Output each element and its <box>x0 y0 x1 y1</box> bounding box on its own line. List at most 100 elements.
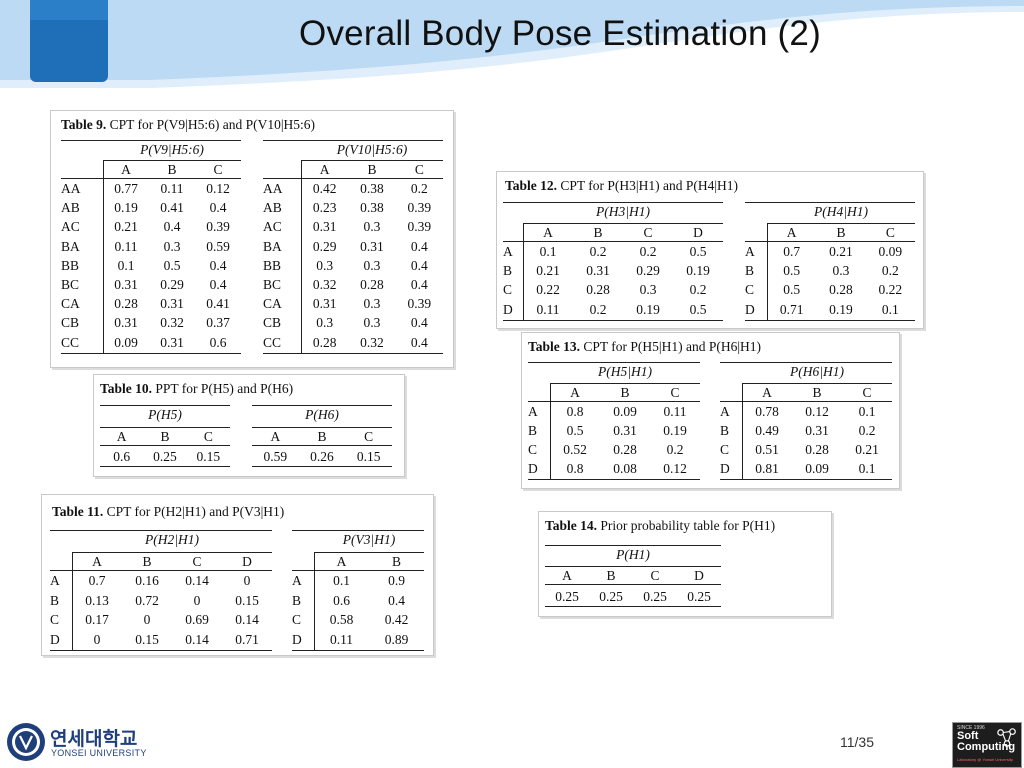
header-underline <box>767 223 915 224</box>
table-cell: 0.4 <box>410 334 428 350</box>
row-key: BC <box>61 277 80 292</box>
row-key: CB <box>61 315 80 331</box>
table-cell: 0.71 <box>235 631 259 647</box>
row-key: D <box>528 461 538 476</box>
table-cell: 0.39 <box>407 219 432 235</box>
header-underline <box>742 383 892 384</box>
table-cell: 0.2 <box>858 423 876 438</box>
table-cell: 0.81 <box>755 461 779 476</box>
table-cell: 0.19 <box>114 200 138 216</box>
header-underline <box>100 427 230 428</box>
lab-logo-name: Soft Computing <box>957 731 1015 753</box>
table-cell: 0.4 <box>410 238 428 254</box>
table-cell: 0.25 <box>153 449 177 464</box>
column-label: D <box>693 225 703 240</box>
table-caption: Table 9. CPT for P(V9|H5:6) and P(V10|H5… <box>61 117 315 133</box>
table-caption-label: Table 10. <box>100 381 153 396</box>
table-14: Table 14. Prior probability table for P(… <box>538 511 832 617</box>
column-label: A <box>121 162 131 177</box>
subtable-header: P(H5|H1) <box>598 364 652 379</box>
table-cell: 0.4 <box>163 219 181 235</box>
bottom-rule <box>61 352 241 354</box>
table-12: Table 12. CPT for P(H3|H1) and P(H4|H1) P… <box>496 171 924 329</box>
row-key: BB <box>263 257 282 273</box>
university-name-korean: 연세대학교 <box>50 728 138 750</box>
table-cell: 0.2 <box>689 282 707 298</box>
row-key: A <box>745 244 755 259</box>
column-label: B <box>812 385 822 400</box>
table-cell: 0 <box>143 612 151 627</box>
soft-computing-lab-logo: SINCE 1996 Soft Computing Laboratory @ Y… <box>952 722 1022 768</box>
table-cell: 0.51 <box>755 442 779 457</box>
key-separator <box>523 223 524 320</box>
table-cell: 0.5 <box>566 423 584 438</box>
table-cell: 0.6 <box>113 449 131 464</box>
top-rule <box>528 362 700 363</box>
column-label: B <box>620 385 630 400</box>
table-cell: 0.2 <box>410 181 428 196</box>
column-label: C <box>213 162 223 177</box>
table-cell: 0.5 <box>783 282 801 298</box>
column-label: C <box>192 554 202 569</box>
column-label: B <box>836 225 846 240</box>
table-cell: 0.42 <box>312 181 337 196</box>
table-cell: 0.25 <box>599 589 623 604</box>
table-cell: 0.6 <box>209 334 227 350</box>
table-cell: 0.7 <box>783 244 801 259</box>
table-cell: 0.28 <box>829 282 853 298</box>
table-caption: Table 14. Prior probability table for P(… <box>545 518 775 534</box>
table-cell: 0.13 <box>85 592 109 608</box>
table-cell: 0.29 <box>312 238 337 254</box>
subtable-right: P(V3|H1) A B A 0.1 0.9 B 0.6 0.4 C 0.58 0.42 D 0.11 0.… <box>292 495 424 655</box>
bottom-rule <box>720 479 892 480</box>
table-cell: 0.28 <box>805 442 829 457</box>
table-cell: 0.31 <box>360 238 384 254</box>
table-cell: 0.5 <box>783 263 801 279</box>
top-rule <box>745 202 915 203</box>
table-cell: 0.28 <box>586 282 610 298</box>
column-label: B <box>317 429 327 444</box>
top-rule <box>720 362 892 363</box>
row-key: B <box>528 423 538 438</box>
table-cell: 0.69 <box>185 612 209 627</box>
subtable-header: P(V9|H5:6) <box>140 142 204 157</box>
page-number: 11/35 <box>840 734 874 750</box>
column-label: B <box>391 554 401 569</box>
column-label: A <box>270 429 281 444</box>
table-cell: 0.2 <box>589 244 607 259</box>
column-label: C <box>203 429 213 444</box>
bottom-rule <box>50 650 272 651</box>
table-cell: 0.3 <box>316 257 334 273</box>
subtable-left: P(V9|H5:6) A B C AA 0.77 0.11 0.12 AB 0.19 0.41 0.4… <box>61 111 241 367</box>
bottom-rule <box>100 466 230 467</box>
table-cell: 0.19 <box>636 301 660 317</box>
top-rule <box>61 140 241 141</box>
table-cell: 0.11 <box>536 301 560 317</box>
table-cell: 0.25 <box>687 589 711 604</box>
bottom-rule <box>263 352 443 354</box>
university-name-english: YONSEI UNIVERSITY <box>51 748 147 758</box>
column-rule <box>61 178 241 179</box>
table-caption-text: PPT for P(H5) and P(H6) <box>152 381 294 396</box>
key-separator <box>301 160 302 353</box>
table-cell: 0 <box>193 592 201 608</box>
row-key: A <box>292 573 302 588</box>
column-label: C <box>650 568 660 583</box>
table-cell: 0.1 <box>117 257 135 273</box>
lab-logo-computing: Computing <box>957 741 1016 753</box>
subtable-header: P(H2|H1) <box>145 532 199 547</box>
subtable-left: P(H1) A B C D 0.25 0.25 0.25 0.25 <box>545 512 721 616</box>
table-cell: 0.58 <box>329 612 354 627</box>
table-cell: 0.28 <box>360 277 384 292</box>
table-cell: 0.9 <box>388 573 405 588</box>
column-label: A <box>92 554 102 569</box>
table-cell: 0.11 <box>663 404 687 419</box>
key-separator <box>767 223 768 320</box>
table-cell: 0.21 <box>855 442 879 457</box>
table-cell: 0.32 <box>160 315 184 331</box>
table-cell: 0.26 <box>310 449 334 464</box>
row-key: AB <box>61 200 80 216</box>
table-cell: 0.31 <box>160 296 184 312</box>
table-cell: 0.12 <box>663 461 687 476</box>
row-key: BB <box>61 257 80 273</box>
